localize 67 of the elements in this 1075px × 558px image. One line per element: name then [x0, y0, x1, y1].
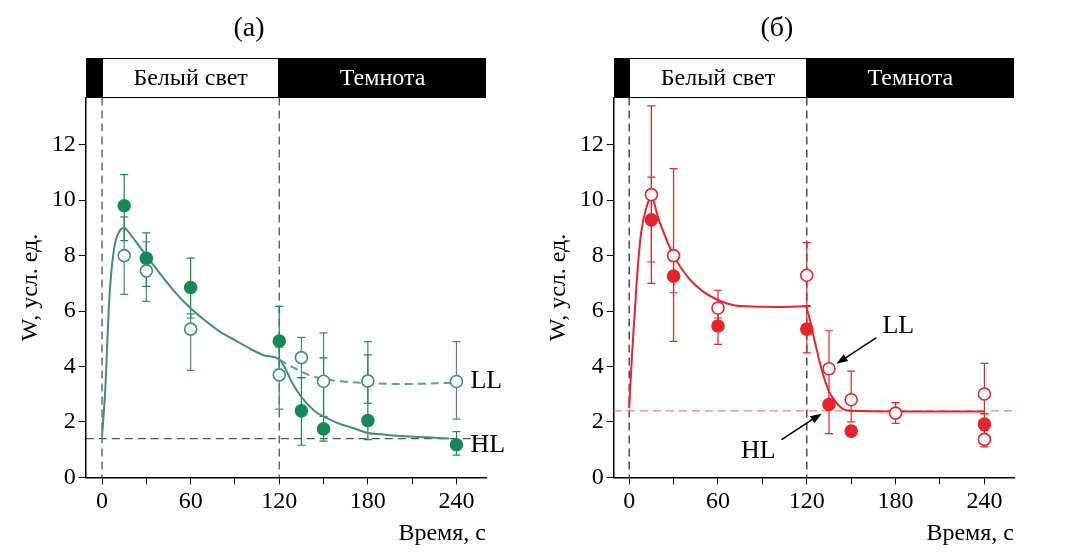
point: [361, 374, 375, 388]
point: [822, 361, 836, 376]
point: [666, 248, 681, 263]
x-tick-label: 60: [705, 487, 730, 514]
point: [139, 251, 154, 266]
x-tick-label: 180: [877, 487, 914, 514]
x-tick-label: 240: [438, 487, 475, 514]
y-tick-label: 4: [63, 351, 76, 378]
point: [644, 213, 659, 227]
x-tick-label: 180: [349, 487, 386, 514]
series-label: HL: [470, 428, 506, 458]
point: [711, 319, 725, 333]
point: [844, 424, 858, 438]
point: [117, 248, 131, 263]
y-tick-label: 10: [579, 185, 604, 212]
annotation: LL: [882, 309, 915, 339]
x-axis-title: Время, с: [398, 518, 486, 545]
chart-title: (а): [233, 11, 265, 43]
point: [316, 374, 331, 388]
y-tick-label: 6: [591, 296, 604, 323]
x-tick-label: 120: [261, 487, 298, 514]
point: [272, 368, 287, 382]
x-tick-label: 240: [966, 487, 1003, 514]
annotation: HL: [740, 435, 776, 465]
y-tick-label: 2: [591, 407, 604, 434]
chart-title: (б): [760, 11, 794, 43]
point: [711, 301, 725, 315]
point: [294, 350, 309, 365]
point: [117, 198, 131, 213]
y-tick-label: 4: [591, 351, 604, 378]
y-tick-label: 2: [63, 407, 76, 434]
point: [294, 404, 309, 418]
point: [449, 437, 464, 452]
y-axis-title: W, усл. ед.: [543, 233, 570, 342]
y-tick-label: 12: [579, 130, 604, 157]
series-label: LL: [470, 365, 503, 395]
y-tick-label: 8: [63, 240, 76, 267]
point: [800, 322, 814, 336]
y-axis-title: W, усл. ед.: [15, 233, 42, 342]
x-tick-label: 60: [178, 487, 203, 514]
x-tick-label: 0: [623, 487, 636, 514]
light-dark-strip: Белый свет Темнота: [613, 57, 1014, 98]
point: [888, 406, 903, 420]
light-dark-strip: Белый свет Темнота: [85, 57, 486, 98]
point: [977, 417, 992, 431]
y-tick-label: 12: [51, 130, 76, 157]
point: [316, 422, 331, 436]
point: [449, 374, 464, 389]
point: [844, 392, 858, 407]
x-tick-label: 120: [788, 487, 825, 514]
y-tick-label: 0: [591, 462, 604, 489]
y-tick-label: 10: [51, 185, 76, 212]
point: [666, 269, 681, 283]
point: [139, 264, 154, 278]
point: [183, 322, 198, 336]
y-tick-label: 8: [591, 240, 604, 267]
point: [272, 334, 287, 348]
point: [644, 187, 659, 202]
y-tick-label: 6: [63, 296, 76, 323]
point: [822, 397, 836, 412]
y-tick-label: 0: [63, 462, 76, 489]
x-axis-title: Время, с: [926, 518, 1014, 545]
point: [800, 268, 814, 283]
point: [183, 280, 198, 295]
point: [977, 387, 992, 401]
x-tick-label: 0: [96, 487, 109, 514]
point: [361, 413, 375, 428]
